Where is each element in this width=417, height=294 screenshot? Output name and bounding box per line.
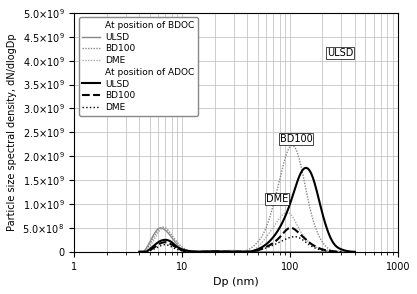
ULSD bbox=[138, 250, 143, 253]
BD100 bbox=[339, 250, 344, 253]
Legend: At position of BDOC, ULSD, BD100, DME, At position of ADOC, ULSD, BD100, DME: At position of BDOC, ULSD, BD100, DME, A… bbox=[79, 17, 198, 116]
DME bbox=[339, 250, 344, 253]
ULSD bbox=[137, 250, 142, 253]
Line: ULSD: ULSD bbox=[139, 228, 355, 252]
DME bbox=[321, 249, 326, 252]
ULSD bbox=[266, 250, 271, 253]
DME bbox=[137, 250, 142, 253]
DME bbox=[292, 235, 297, 238]
BD100 bbox=[256, 239, 261, 242]
Text: BD100: BD100 bbox=[279, 134, 312, 144]
BD100 bbox=[288, 226, 293, 230]
BD100 bbox=[137, 250, 142, 253]
Y-axis label: Particle size spectral density, dN/dlogDp: Particle size spectral density, dN/dlogD… bbox=[7, 34, 17, 231]
BD100 bbox=[257, 248, 262, 251]
BD100 bbox=[321, 248, 326, 251]
Text: DME: DME bbox=[266, 194, 288, 204]
ULSD bbox=[319, 209, 324, 213]
ULSD bbox=[303, 166, 308, 170]
ULSD bbox=[138, 250, 143, 253]
Line: DME: DME bbox=[139, 213, 342, 252]
Line: DME: DME bbox=[139, 237, 342, 252]
DME bbox=[137, 250, 142, 253]
DME bbox=[339, 250, 344, 253]
DME bbox=[257, 248, 262, 252]
Line: BD100: BD100 bbox=[139, 228, 342, 252]
ULSD bbox=[264, 242, 269, 245]
Text: ULSD: ULSD bbox=[327, 48, 353, 58]
ULSD bbox=[158, 226, 163, 230]
DME bbox=[261, 240, 266, 243]
BD100 bbox=[321, 241, 326, 245]
ULSD bbox=[265, 241, 270, 245]
BD100 bbox=[261, 247, 266, 250]
ULSD bbox=[319, 250, 324, 253]
BD100 bbox=[257, 238, 262, 241]
BD100 bbox=[261, 233, 266, 236]
BD100 bbox=[137, 250, 142, 253]
Line: BD100: BD100 bbox=[139, 145, 342, 252]
ULSD bbox=[333, 250, 338, 253]
DME bbox=[308, 244, 313, 247]
DME bbox=[257, 243, 262, 247]
DME bbox=[256, 244, 261, 248]
BD100 bbox=[289, 143, 294, 147]
ULSD bbox=[269, 238, 274, 241]
ULSD bbox=[352, 250, 357, 253]
BD100 bbox=[339, 250, 344, 253]
DME bbox=[137, 250, 142, 253]
DME bbox=[321, 248, 326, 251]
ULSD bbox=[269, 250, 274, 253]
ULSD bbox=[333, 244, 338, 247]
BD100 bbox=[308, 208, 313, 212]
DME bbox=[256, 249, 261, 252]
BD100 bbox=[137, 250, 142, 253]
ULSD bbox=[137, 250, 142, 253]
DME bbox=[308, 242, 313, 245]
BD100 bbox=[137, 250, 142, 253]
BD100 bbox=[308, 241, 313, 245]
X-axis label: Dp (nm): Dp (nm) bbox=[213, 277, 259, 287]
Line: ULSD: ULSD bbox=[139, 168, 355, 252]
ULSD bbox=[265, 250, 270, 253]
DME bbox=[261, 247, 266, 251]
DME bbox=[137, 250, 142, 253]
ULSD bbox=[352, 250, 357, 253]
DME bbox=[285, 211, 290, 214]
BD100 bbox=[256, 248, 261, 252]
